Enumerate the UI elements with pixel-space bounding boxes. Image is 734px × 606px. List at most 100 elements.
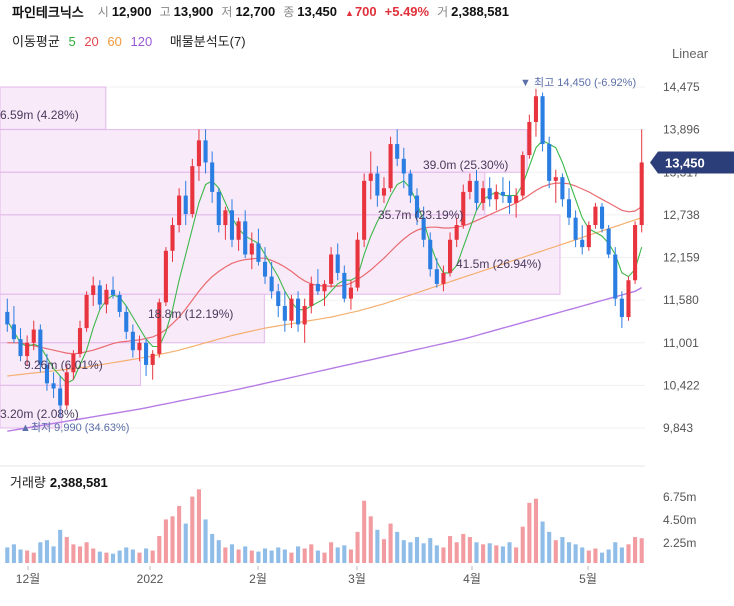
candle: [613, 254, 618, 299]
x-tick-label: 2022: [137, 572, 164, 586]
volume-bar: [249, 550, 254, 563]
candle: [527, 121, 532, 156]
volume-bar: [51, 546, 56, 563]
candle: [322, 283, 327, 292]
volume-tick-label: 6.75m: [663, 490, 696, 504]
volume-bar: [348, 549, 353, 563]
candle: [196, 140, 201, 167]
volume-bar: [210, 533, 215, 563]
volume-tick-label: 2.25m: [663, 536, 696, 550]
candle: [97, 285, 102, 305]
candle: [342, 272, 347, 299]
volume-profile-bar: [0, 214, 561, 295]
volume-bar: [362, 500, 367, 563]
volume-bar: [414, 537, 420, 563]
price-tick-label: 13,896: [663, 123, 700, 137]
candle: [124, 311, 129, 332]
volume-bar: [64, 537, 69, 563]
ma120-label[interactable]: 120: [130, 34, 153, 49]
price-tick-label: 10,422: [663, 378, 700, 392]
candle: [520, 155, 525, 196]
volume-bar: [38, 542, 43, 563]
candle: [593, 206, 598, 226]
candle: [533, 96, 539, 122]
volume-bar: [527, 502, 532, 563]
volume-tick-label: 4.50m: [663, 513, 696, 527]
volume-bar: [533, 498, 539, 563]
volume-bar: [580, 547, 585, 563]
volume-bar: [5, 547, 10, 563]
volume-bar: [461, 533, 466, 563]
candle: [619, 298, 624, 318]
max-price-marker: ▼ 최고 14,450 (-6.92%): [520, 76, 636, 89]
volume-bar: [196, 489, 201, 563]
ma5-label[interactable]: 5: [68, 34, 76, 49]
volume-bar: [553, 540, 558, 563]
price-tick-label: 9,843: [663, 421, 693, 435]
volume-bar: [44, 540, 50, 563]
volume-bar: [540, 521, 545, 563]
candle: [282, 306, 287, 321]
candle: [71, 353, 76, 373]
volume-profile-bar: [0, 384, 63, 429]
volume-bar: [309, 544, 314, 563]
volume-bar: [31, 552, 36, 563]
candle: [190, 166, 195, 214]
x-tick-label: 4월: [463, 572, 481, 586]
candle: [25, 342, 30, 357]
volume-bar: [342, 545, 347, 563]
candle: [177, 195, 182, 226]
volume-bar: [599, 552, 605, 563]
price-tick-label: 14,475: [663, 80, 700, 94]
volume-profile-label: 9.26m (6.01%): [24, 358, 103, 372]
min-price-marker: ▲최저 9,990 (34.63%): [20, 421, 129, 434]
candle: [573, 217, 578, 240]
candle: [626, 280, 631, 318]
stock-summary: 파인테크닉스 시 12,900 고 13,900 저 12,700 종 13,450 ▲…: [12, 2, 517, 20]
change-value: 700: [354, 3, 377, 19]
candle: [243, 221, 248, 255]
volume-profile-label: 41.5m (26.94%): [456, 257, 541, 271]
scale-toggle[interactable]: Linear: [672, 46, 709, 61]
volume-bar: [124, 547, 129, 563]
candle: [315, 283, 320, 292]
volume-bar: [520, 526, 525, 563]
candle: [249, 243, 254, 255]
candle: [236, 221, 241, 240]
candle: [540, 96, 545, 145]
price-tick-label: 12,159: [663, 251, 700, 265]
candle: [130, 331, 135, 351]
volume-bar: [500, 546, 505, 563]
volume-bar: [104, 552, 109, 563]
candle: [441, 272, 446, 284]
candle: [500, 191, 505, 196]
volume-bar: [71, 544, 76, 563]
price-change: ▲700: [345, 4, 377, 19]
current-price-label: 13,450: [665, 155, 705, 170]
candle: [269, 276, 274, 292]
ma60-line: [7, 217, 642, 377]
volume-bar: [243, 546, 248, 563]
up-triangle-icon: ▲: [345, 7, 354, 18]
candles: [5, 88, 644, 418]
ma20-label[interactable]: 20: [84, 34, 99, 49]
candle: [223, 210, 228, 226]
volume-bar: [514, 547, 519, 563]
indicator-legend: 이동평균 5 20 60 120 매물분석도(7): [12, 31, 251, 50]
candle: [547, 144, 552, 181]
axes: 14,47513,89613,31712,73812,15911,58011,0…: [16, 80, 734, 586]
candle: [229, 210, 235, 240]
candle: [137, 342, 142, 351]
volume-bar: [547, 531, 552, 563]
volume-profile-label[interactable]: 매물분석도(7): [169, 34, 246, 49]
ma60-label[interactable]: 60: [107, 34, 122, 49]
volume-bar: [144, 548, 149, 563]
candle: [467, 180, 472, 192]
markers: ▼ 최고 14,450 (-6.92%) ▲최저 9,990 (34.63%) 6.…: [0, 76, 636, 434]
low-value: 12,700: [235, 3, 276, 19]
candle: [560, 177, 565, 200]
volume-bar: [586, 550, 591, 563]
volume-header: 거래량 2,388,581: [10, 472, 108, 491]
ma-label[interactable]: 이동평균: [12, 34, 60, 49]
